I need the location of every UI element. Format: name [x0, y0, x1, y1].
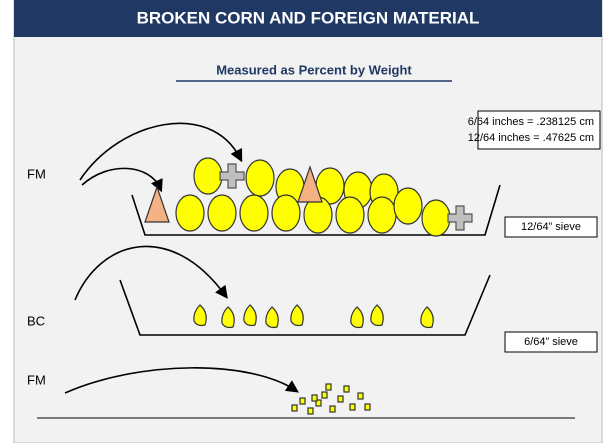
kernel: [336, 197, 364, 233]
kernel: [246, 160, 274, 196]
kernel: [338, 396, 343, 402]
kernel: [240, 195, 268, 231]
kernel: [326, 384, 331, 390]
kernel: [368, 197, 396, 233]
kernel: [394, 188, 422, 224]
sieve-label: 12/64” sieve: [521, 221, 581, 233]
kernel: [365, 404, 370, 410]
kernel: [312, 395, 317, 401]
stage-label: BC: [27, 313, 45, 328]
kernel: [350, 404, 355, 410]
kernel: [422, 200, 450, 236]
kernel: [272, 195, 300, 231]
title: BROKEN CORN AND FOREIGN MATERIAL: [137, 8, 480, 27]
kernel: [344, 386, 349, 392]
kernel: [176, 195, 204, 231]
kernel: [194, 158, 222, 194]
subtitle: Measured as Percent by Weight: [216, 62, 412, 77]
kernel: [330, 406, 335, 412]
stage-label: FM: [27, 372, 46, 387]
kernel: [322, 392, 327, 398]
kernel: [308, 408, 313, 414]
kernel: [292, 405, 297, 411]
kernel: [358, 393, 363, 399]
stage-label: FM: [27, 166, 46, 181]
diagram: BROKEN CORN AND FOREIGN MATERIAL Measure…: [0, 0, 609, 443]
kernel: [300, 398, 305, 404]
kernel: [208, 195, 236, 231]
sieve-label: 6/64” sieve: [524, 336, 578, 348]
note-line: 12/64 inches = .47625 cm: [468, 132, 594, 144]
note-line: 6/64 inches = .238125 cm: [468, 116, 594, 128]
